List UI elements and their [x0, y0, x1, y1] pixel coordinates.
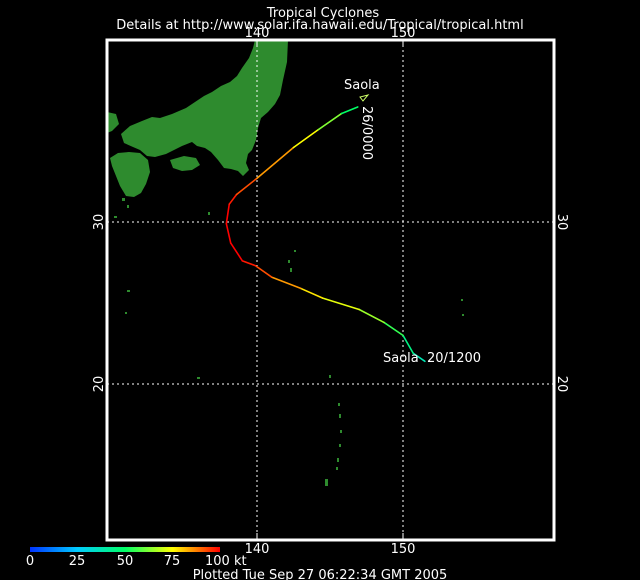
island-dot	[197, 377, 200, 379]
island-dot	[127, 290, 130, 292]
track-segment	[292, 128, 320, 149]
legend-label-75: 75	[164, 554, 181, 569]
legend-label-25: 25	[69, 554, 86, 569]
lat-tick-left-20: 20	[92, 376, 107, 393]
island-dot	[122, 198, 125, 201]
island-dot	[340, 430, 342, 433]
track-segment	[225, 222, 232, 244]
track-segment	[402, 334, 415, 355]
legend-label-0: 0	[26, 554, 34, 569]
map-details: Details at http://www.solar.ifa.hawaii.e…	[116, 18, 523, 33]
plotted-timestamp: Plotted Tue Sep 27 06:22:34 GMT 2005	[193, 568, 448, 580]
map-title: Tropical Cyclones	[266, 6, 379, 21]
lon-tick-bottom-140: 140	[245, 542, 270, 557]
storm-label-start: Saola 20/1200	[383, 351, 481, 366]
island-dot	[294, 250, 296, 252]
track-segment	[383, 321, 404, 337]
storm-track	[225, 106, 426, 363]
intensity-legend-bar	[30, 547, 220, 552]
island-dot	[208, 212, 210, 215]
lon-tick-bottom-150: 150	[391, 542, 416, 557]
track-segment	[317, 112, 343, 131]
land-masses	[107, 40, 464, 486]
legend-label-50: 50	[117, 554, 134, 569]
track-segment	[225, 203, 231, 225]
island-dot	[462, 314, 464, 316]
island-dot	[127, 205, 129, 208]
track-segment	[241, 260, 257, 267]
honshu-landmass	[121, 40, 288, 176]
island-dot	[339, 414, 341, 418]
island-dot	[125, 312, 127, 314]
track-segment	[254, 264, 273, 278]
track-segment	[412, 352, 426, 363]
storm-label-end-name: Saola	[344, 78, 380, 93]
kyushu-island	[110, 152, 150, 197]
track-segment	[256, 146, 295, 180]
track-segment	[321, 297, 361, 311]
track-segment	[228, 193, 238, 205]
lat-tick-right-20: 20	[554, 376, 569, 393]
lon-tick-top-140: 140	[245, 26, 270, 41]
island-dot	[288, 260, 290, 263]
island-dot	[461, 299, 463, 301]
island-dot	[290, 268, 292, 272]
island-dot	[338, 403, 340, 406]
storm-label-end-time: 26/0000	[359, 106, 374, 160]
island-dot	[339, 444, 341, 447]
island-dot	[329, 375, 331, 378]
frame-ticks	[256, 40, 404, 540]
track-segment	[270, 276, 302, 290]
island-dot	[336, 467, 338, 470]
korea-coast	[107, 112, 119, 133]
lon-tick-top-150: 150	[391, 26, 416, 41]
shikoku-island	[170, 156, 200, 171]
track-segment	[340, 106, 359, 115]
lat-tick-right-30: 30	[554, 214, 569, 231]
island-dot	[337, 458, 339, 462]
legend-label-100: 100 kt	[205, 554, 247, 569]
track-segment	[229, 242, 244, 262]
island-dot	[325, 479, 328, 486]
map-grid	[107, 40, 554, 540]
lat-tick-left-30: 30	[92, 214, 107, 231]
track-end-arrow-icon	[359, 94, 370, 102]
island-dot	[114, 216, 117, 218]
track-segment	[299, 287, 324, 299]
track-segment	[358, 308, 385, 324]
map-frame	[105, 38, 556, 542]
track-segment	[235, 177, 258, 196]
